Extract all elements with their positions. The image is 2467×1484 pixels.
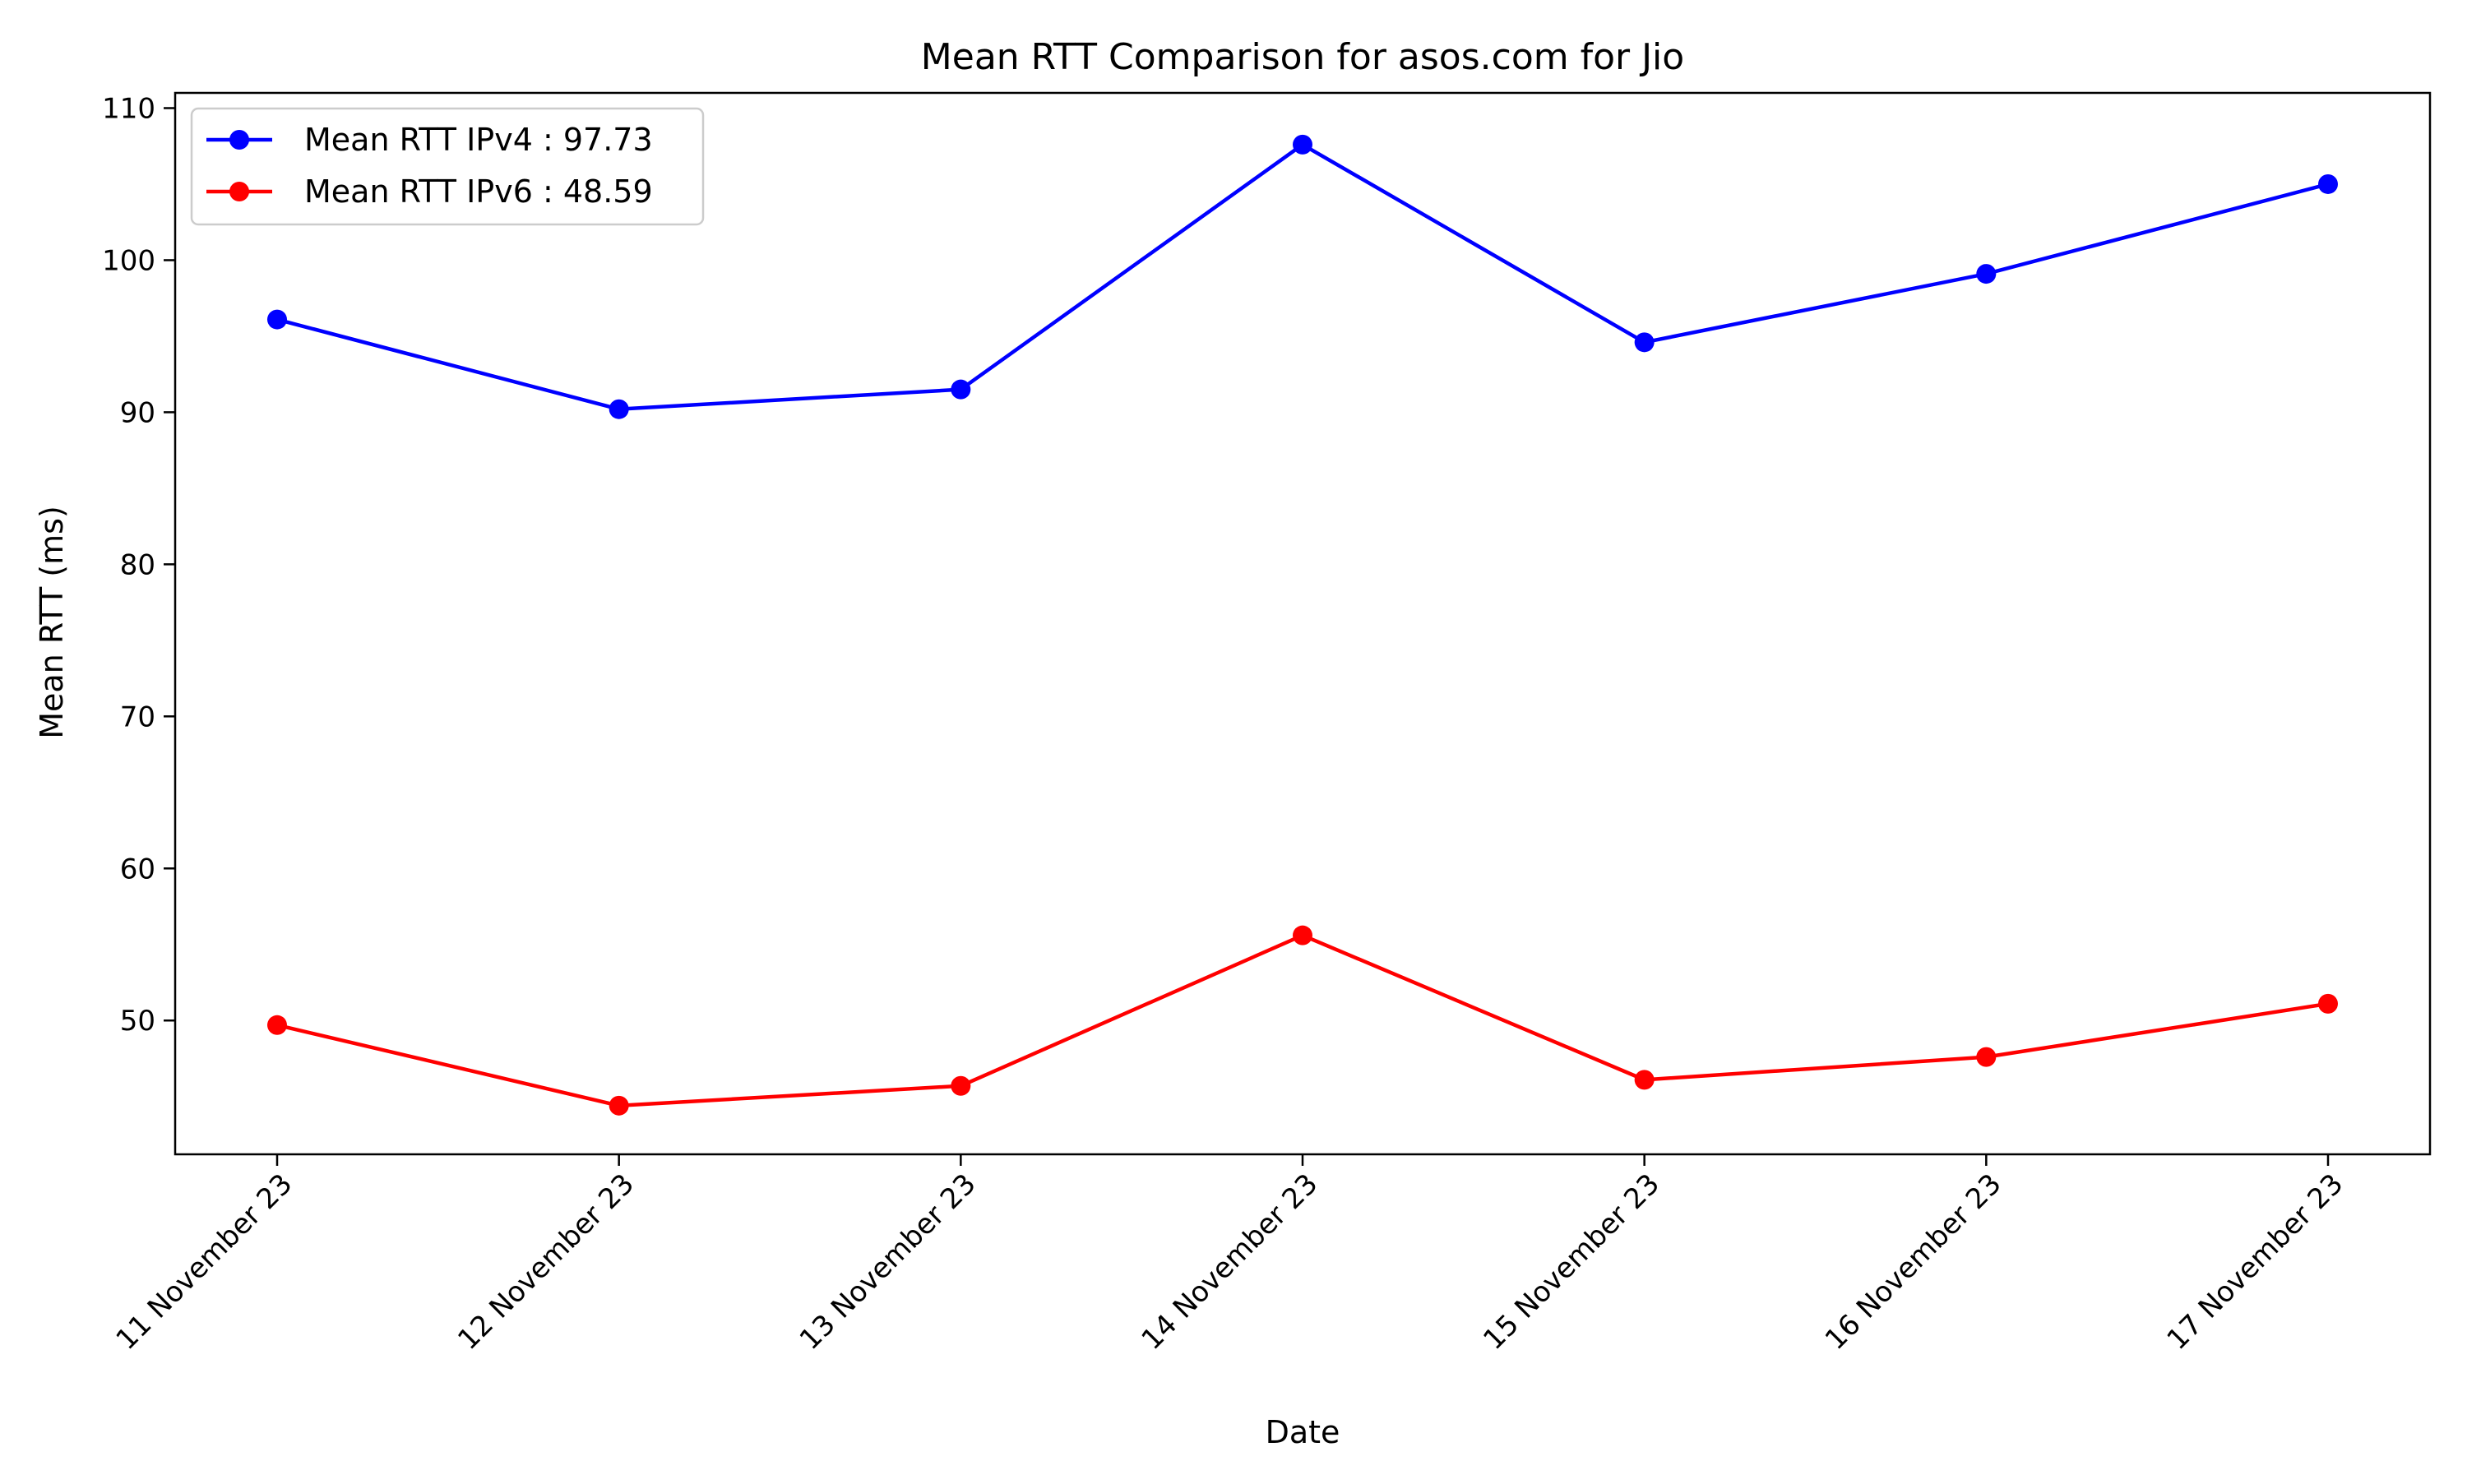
data-point-series-1-4 bbox=[1293, 134, 1312, 155]
y-axis-label: Mean RTT (ms) bbox=[34, 506, 70, 739]
data-point-series-2-6 bbox=[1976, 1047, 1997, 1067]
y-tick-label-60: 60 bbox=[120, 853, 155, 885]
y-tick-label-90: 90 bbox=[120, 396, 155, 429]
y-tick-label-100: 100 bbox=[102, 244, 155, 277]
y-tick-label-80: 80 bbox=[120, 548, 155, 581]
legend: Mean RTT IPv4 : 97.73 Mean RTT IPv6 : 48.… bbox=[190, 107, 705, 226]
plot-area bbox=[267, 134, 2338, 1116]
data-point-series-2-1 bbox=[267, 1015, 287, 1035]
x-axis-label: Date bbox=[1266, 1414, 1340, 1450]
y-tick-label-50: 50 bbox=[120, 1005, 155, 1038]
data-point-series-1-6 bbox=[1976, 264, 1997, 284]
data-point-series-2-2 bbox=[609, 1095, 629, 1116]
chart-title: Mean RTT Comparison for asos.com for Jio bbox=[921, 36, 1684, 78]
data-point-series-2-3 bbox=[951, 1075, 971, 1096]
data-point-series-2-7 bbox=[2318, 993, 2338, 1014]
data-point-series-1-3 bbox=[951, 379, 971, 400]
y-tick-label-70: 70 bbox=[120, 700, 155, 733]
legend-label-2: Mean RTT IPv6 : 48.59 bbox=[304, 173, 653, 210]
data-point-series-1-5 bbox=[1634, 332, 1655, 353]
legend-marker-2 bbox=[229, 182, 249, 201]
legend-label-1: Mean RTT IPv4 : 97.73 bbox=[304, 122, 653, 158]
legend-marker-1 bbox=[229, 130, 249, 150]
legend-box bbox=[190, 107, 705, 226]
data-point-series-1-2 bbox=[609, 399, 629, 419]
y-tick-label-110: 110 bbox=[102, 92, 155, 125]
data-point-series-1-1 bbox=[267, 309, 287, 330]
data-point-series-2-4 bbox=[1293, 925, 1312, 945]
data-point-series-1-7 bbox=[2318, 173, 2338, 194]
data-point-series-2-5 bbox=[1634, 1070, 1655, 1090]
